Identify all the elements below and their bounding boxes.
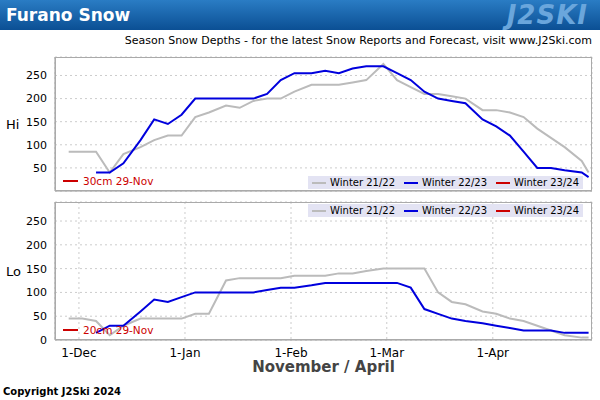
svg-text:250: 250 [26, 69, 47, 82]
html-text:Winter 22/23: Winter 22/23 [422, 205, 487, 216]
html-text:Copyright J2Ski 2024: Copyright J2Ski 2024 [3, 386, 122, 397]
svg-text:1-Jan: 1-Jan [169, 346, 200, 360]
html-text:Winter 21/22: Winter 21/22 [330, 205, 396, 216]
svg-text:200: 200 [26, 239, 47, 252]
html-text:Season Snow Depths - for the l: Season Snow Depths - for the latest Snow… [124, 34, 592, 47]
svg-text:1-Apr: 1-Apr [477, 346, 510, 360]
svg-text:100: 100 [26, 139, 47, 152]
svg-text:1-Dec: 1-Dec [61, 346, 96, 360]
svg-text:Lo: Lo [8, 264, 21, 279]
svg-text:50: 50 [33, 310, 47, 323]
svg-text:Hi: Hi [8, 117, 19, 132]
svg-text:150: 150 [26, 116, 47, 129]
html-text:November / April: November / April [252, 358, 395, 376]
html-text:Winter 23/24: Winter 23/24 [514, 205, 579, 216]
svg-text:200: 200 [26, 92, 47, 105]
html-text:Winter 22/23: Winter 22/23 [422, 177, 487, 188]
html-text:30cm 29-Nov: 30cm 29-Nov [83, 175, 154, 187]
html-text:Winter 23/24: Winter 23/24 [514, 177, 579, 188]
svg-text:0: 0 [40, 334, 47, 347]
svg-text:1-Feb: 1-Feb [274, 346, 307, 360]
html-text:Furano Snow: Furano Snow [6, 5, 131, 25]
svg-text:250: 250 [26, 215, 47, 228]
svg-text:150: 150 [26, 263, 47, 276]
html-text:Winter 21/22: Winter 21/22 [330, 177, 396, 188]
svg-text:50: 50 [33, 162, 47, 175]
html-text:20cm 29-Nov: 20cm 29-Nov [83, 324, 154, 336]
html-text:J2SKI: J2SKI [506, 0, 588, 30]
svg-text:1-Mar: 1-Mar [369, 346, 404, 360]
svg-text:100: 100 [26, 286, 47, 299]
